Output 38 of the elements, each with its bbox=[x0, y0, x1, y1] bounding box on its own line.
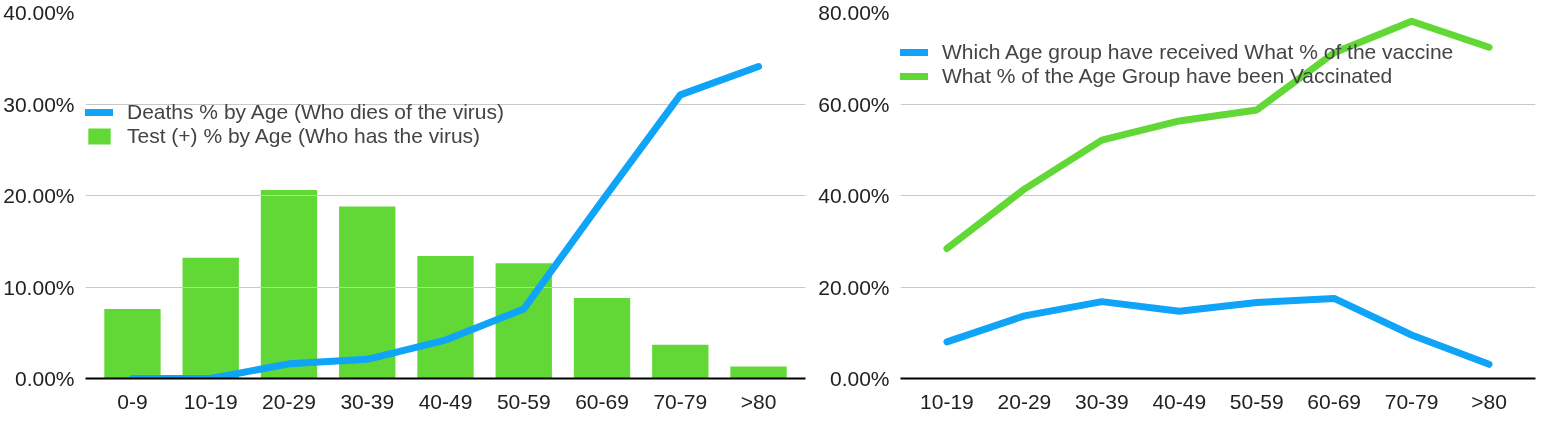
x-tick-label: 20-29 bbox=[997, 389, 1052, 413]
legend-label: Test (+) % by Age (Who has the virus) bbox=[127, 124, 481, 148]
x-tick-label: 60-69 bbox=[1307, 389, 1362, 413]
y-tick-label: 0.00% bbox=[14, 367, 75, 390]
y-tick-label: 40.00% bbox=[3, 1, 75, 24]
y-tick-label: 80.00% bbox=[818, 1, 890, 24]
x-tick-label: >80 bbox=[740, 389, 777, 413]
y-tick-label: 60.00% bbox=[818, 92, 890, 116]
y-tick-label: 20.00% bbox=[3, 184, 75, 207]
x-tick-label: 60-69 bbox=[575, 389, 629, 413]
x-tick-label: >80 bbox=[1471, 389, 1507, 413]
bar bbox=[339, 206, 396, 379]
bar bbox=[260, 190, 318, 379]
x-tick-label: 50-59 bbox=[1229, 389, 1284, 413]
legend-label: Deaths % by Age (Who dies of the virus) bbox=[127, 100, 505, 124]
y-tick-label: 40.00% bbox=[818, 184, 890, 207]
x-tick-label: 40-49 bbox=[1152, 389, 1207, 413]
bar bbox=[495, 263, 552, 379]
x-tick-label: 70-79 bbox=[653, 389, 708, 413]
bar bbox=[573, 297, 631, 379]
bar bbox=[652, 344, 709, 379]
bar bbox=[730, 366, 787, 379]
bar bbox=[182, 257, 239, 379]
x-tick-label: 30-39 bbox=[340, 389, 395, 413]
y-tick-label: 0.00% bbox=[829, 367, 890, 390]
x-tick-label: 40-49 bbox=[418, 389, 473, 413]
x-tick-label: 20-29 bbox=[262, 389, 316, 413]
x-tick-label: 70-79 bbox=[1384, 389, 1439, 413]
x-tick-label: 30-39 bbox=[1074, 389, 1129, 413]
bar bbox=[417, 255, 474, 379]
x-tick-label: 50-59 bbox=[496, 389, 551, 413]
y-tick-label: 10.00% bbox=[3, 275, 75, 299]
bar bbox=[104, 308, 161, 379]
x-tick-label: 10-19 bbox=[183, 389, 238, 413]
x-tick-label: 10-19 bbox=[920, 389, 974, 413]
y-tick-label: 20.00% bbox=[818, 275, 890, 299]
x-tick-label: 0-9 bbox=[117, 389, 148, 413]
y-tick-label: 30.00% bbox=[3, 92, 75, 116]
